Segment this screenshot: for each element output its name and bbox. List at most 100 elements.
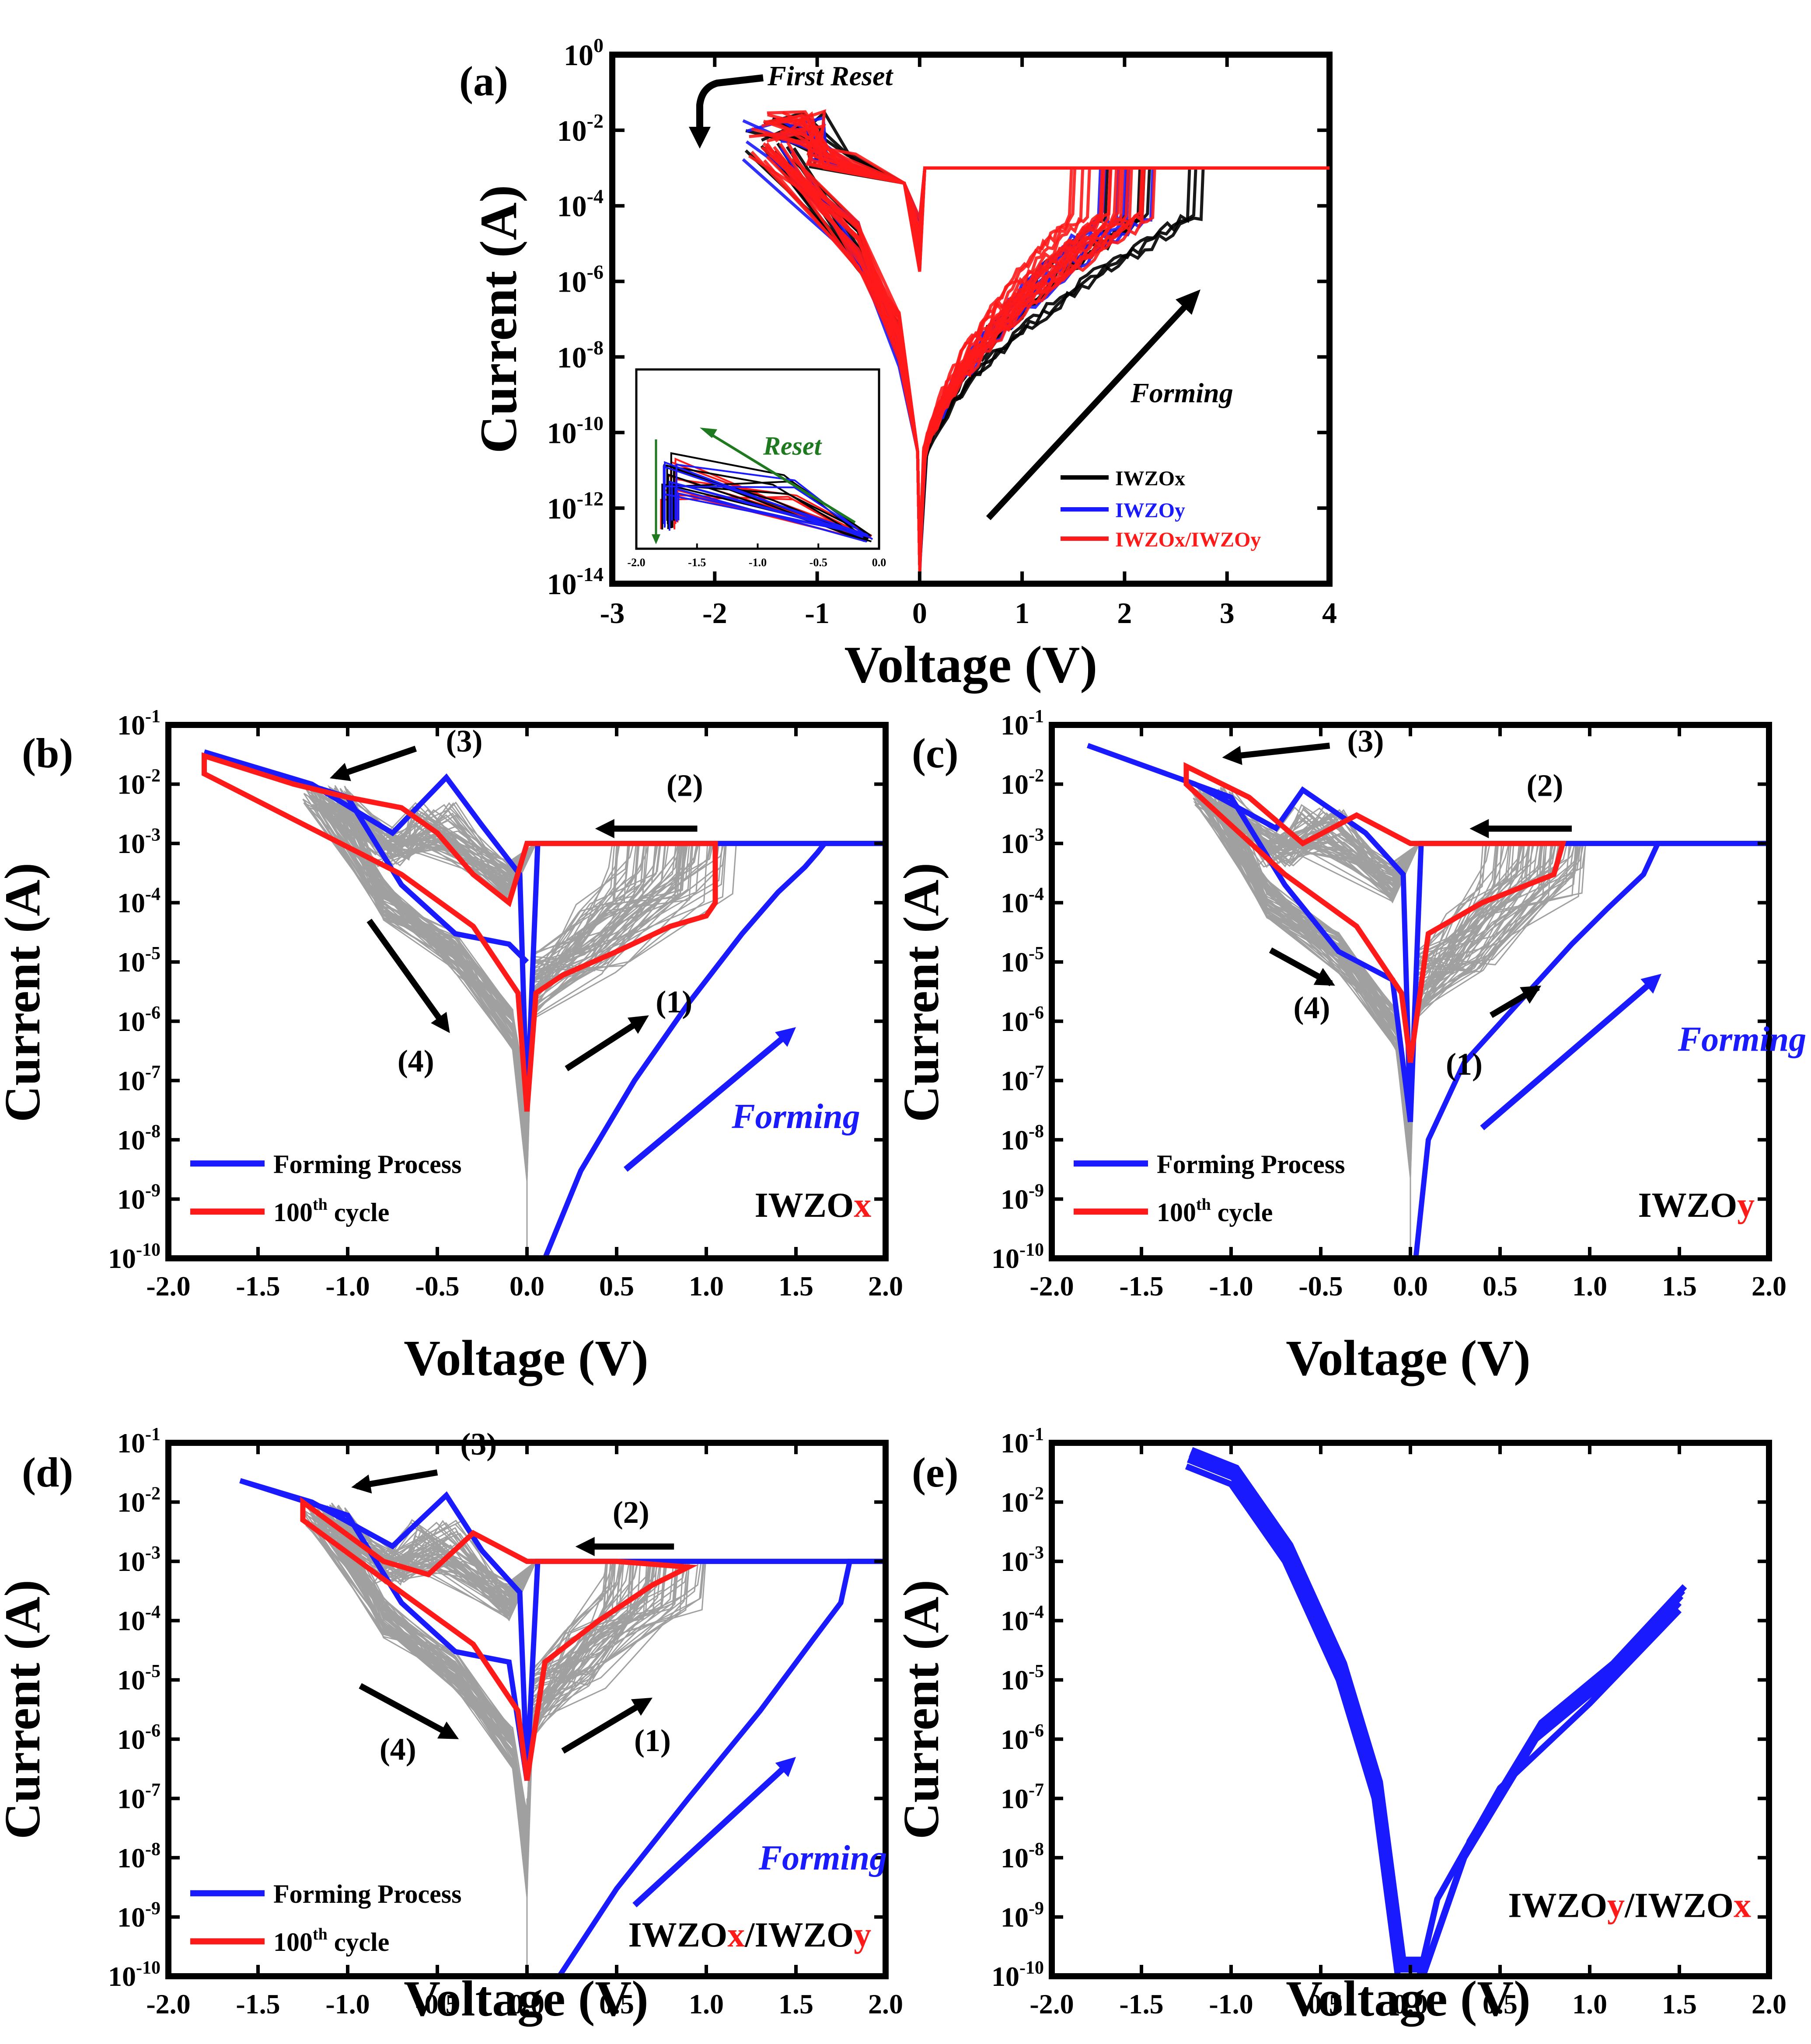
y-tick-label: 10-3 xyxy=(1001,1543,1044,1577)
y-tick-label: 10-1 xyxy=(117,707,161,741)
y-tick-exponent: -8 xyxy=(587,336,604,359)
cycle-superscript: th xyxy=(313,1195,328,1214)
a-reset-curve xyxy=(786,129,1329,229)
y-axis-label: Current (A) xyxy=(0,1580,51,1839)
y-tick-base: 10 xyxy=(564,38,593,72)
cycle-curve xyxy=(344,1515,653,1852)
y-tick-exponent: -6 xyxy=(1029,1721,1044,1741)
y-tick-exponent: -10 xyxy=(136,1240,161,1260)
x-tick-label: -1 xyxy=(805,596,830,630)
y-tick-exponent: -5 xyxy=(145,1661,161,1682)
y-tick-base: 10 xyxy=(1001,1605,1029,1637)
x-tick-label: 1.5 xyxy=(778,1271,813,1302)
x-tick-label: 2.0 xyxy=(868,1988,903,2020)
forming-arrow xyxy=(1480,981,1653,1131)
y-tick-base: 10 xyxy=(1001,1006,1029,1037)
y-tick-label: 10-7 xyxy=(117,1062,161,1096)
y-tick-base: 10 xyxy=(117,769,145,800)
x-tick-label: -2 xyxy=(702,596,727,630)
y-tick-exponent: -9 xyxy=(145,1180,161,1201)
x-tick-label: 0.0 xyxy=(509,1271,544,1302)
step4-label: (4) xyxy=(1294,990,1330,1025)
inset-reset-arrow xyxy=(708,432,856,524)
panel-a-ticks: -3 -2 -1 0 1 2 3 410010-210-410-610-810-1010-12… xyxy=(547,34,1337,630)
y-tick-label: 100 xyxy=(564,34,604,72)
y-axis-label: Current (A) xyxy=(893,1580,949,1839)
y-tick-label: 10-10 xyxy=(108,1240,161,1274)
y-tick-base: 10 xyxy=(1001,1065,1029,1096)
x-tick-label: 0.0 xyxy=(1393,1988,1428,2020)
cycle-100-curve xyxy=(202,752,718,1112)
y-tick-base: 10 xyxy=(1001,1664,1029,1696)
inset-reset-label: Reset xyxy=(763,432,823,460)
step4-arrow xyxy=(359,1683,455,1739)
a-reset-curve xyxy=(767,110,1329,243)
inset-ticks: -2.0 -1.5 -1.0 -0.5 0.0 xyxy=(627,543,886,569)
y-tick-label: 10-1 xyxy=(1001,707,1044,741)
x-axis-label: Voltage (V) xyxy=(404,1971,649,2027)
x-tick-label: 1.5 xyxy=(778,1988,813,2020)
sample-suffix: x xyxy=(854,1186,871,1225)
a-reset-curve xyxy=(773,131,1329,226)
step3-arrow-head xyxy=(330,763,351,781)
x-axis-label: Voltage (V) xyxy=(404,1330,649,1386)
panel-ticks: -2.0 -1.5 -1.0 -0.5 0.0 0.5 1.0 1.5 2.010-110-21… xyxy=(108,1424,903,2020)
cycle-curve xyxy=(335,1511,621,1858)
x-tick-label: 0 xyxy=(912,596,927,630)
panel-label: (d) xyxy=(22,1449,73,1496)
step1-arrow xyxy=(561,1698,649,1754)
y-tick-base: 10 xyxy=(117,828,145,859)
a-set-curve xyxy=(918,166,1329,549)
y-tick-base: 10 xyxy=(117,1428,145,1459)
y-tick-label: 10-2 xyxy=(1001,1484,1044,1518)
x-tick-label: 2.0 xyxy=(868,1271,903,1302)
a-reset-curve xyxy=(787,138,1329,230)
panel-a-frame xyxy=(609,52,1333,587)
sample-name-2: /IWZO xyxy=(1624,1886,1734,1925)
x-tick-label: -2.0 xyxy=(1029,1271,1074,1302)
legend-label-cycle: 100th cycle xyxy=(1157,1195,1273,1227)
y-axis-label: Current (A) xyxy=(893,863,949,1122)
y-tick-label: 10-9 xyxy=(117,1898,161,1933)
panel-label: (c) xyxy=(912,730,959,777)
x-tick-label: 0.5 xyxy=(599,1988,634,2020)
x-tick-label: 2.0 xyxy=(1752,1271,1787,1302)
y-tick-base: 10 xyxy=(108,1243,136,1274)
x-axis-label: Voltage (V) xyxy=(1286,1330,1531,1386)
y-tick-exponent: -5 xyxy=(1029,1661,1044,1682)
y-tick-base: 10 xyxy=(117,710,145,741)
sample-name: IWZO xyxy=(1508,1886,1607,1925)
legend-label-forming: Forming Process xyxy=(273,1150,461,1179)
y-tick-exponent: -3 xyxy=(1029,825,1044,845)
step2-label: (2) xyxy=(1527,768,1563,803)
cycle-curve xyxy=(333,794,647,1177)
inset-vertical-arrowhead xyxy=(652,534,660,544)
sample-suffix: y xyxy=(1607,1886,1625,1925)
step3-label: (3) xyxy=(1347,724,1384,759)
a-reset-curve xyxy=(780,139,1329,220)
sample-label: IWZOx xyxy=(754,1186,871,1225)
inset-x-tick-label: -0.5 xyxy=(810,556,827,569)
step3-arrow-head xyxy=(351,1474,372,1494)
y-tick-label: 10-10 xyxy=(108,1958,161,1992)
y-tick-label: 10-9 xyxy=(117,1180,161,1215)
x-tick-label: 1.0 xyxy=(1572,1271,1607,1302)
sample-label: IWZOy xyxy=(1638,1186,1755,1225)
y-tick-exponent: -5 xyxy=(1029,944,1044,964)
step1-arrow-head xyxy=(631,1697,653,1716)
x-tick-label: -2.0 xyxy=(146,1271,190,1302)
x-tick-label: 0.0 xyxy=(509,1988,544,2020)
inset-curve xyxy=(668,481,867,535)
panel-label: (b) xyxy=(22,730,73,777)
cycle-curve xyxy=(321,786,645,1158)
step4-arrow-head xyxy=(437,1721,459,1739)
y-tick-label: 10-8 xyxy=(117,1839,161,1873)
cycle-curve xyxy=(1214,797,1576,1175)
legend-label-forming: Forming Process xyxy=(273,1880,461,1908)
step2-arrow-head xyxy=(575,1537,595,1557)
x-axis-label: Voltage (V) xyxy=(1286,1971,1531,2027)
cycle-curve xyxy=(315,1520,614,1870)
forming-annotation: Forming xyxy=(1678,1020,1806,1059)
x-tick-label: 1.0 xyxy=(689,1271,724,1302)
y-tick-base: 10 xyxy=(108,1961,136,1992)
